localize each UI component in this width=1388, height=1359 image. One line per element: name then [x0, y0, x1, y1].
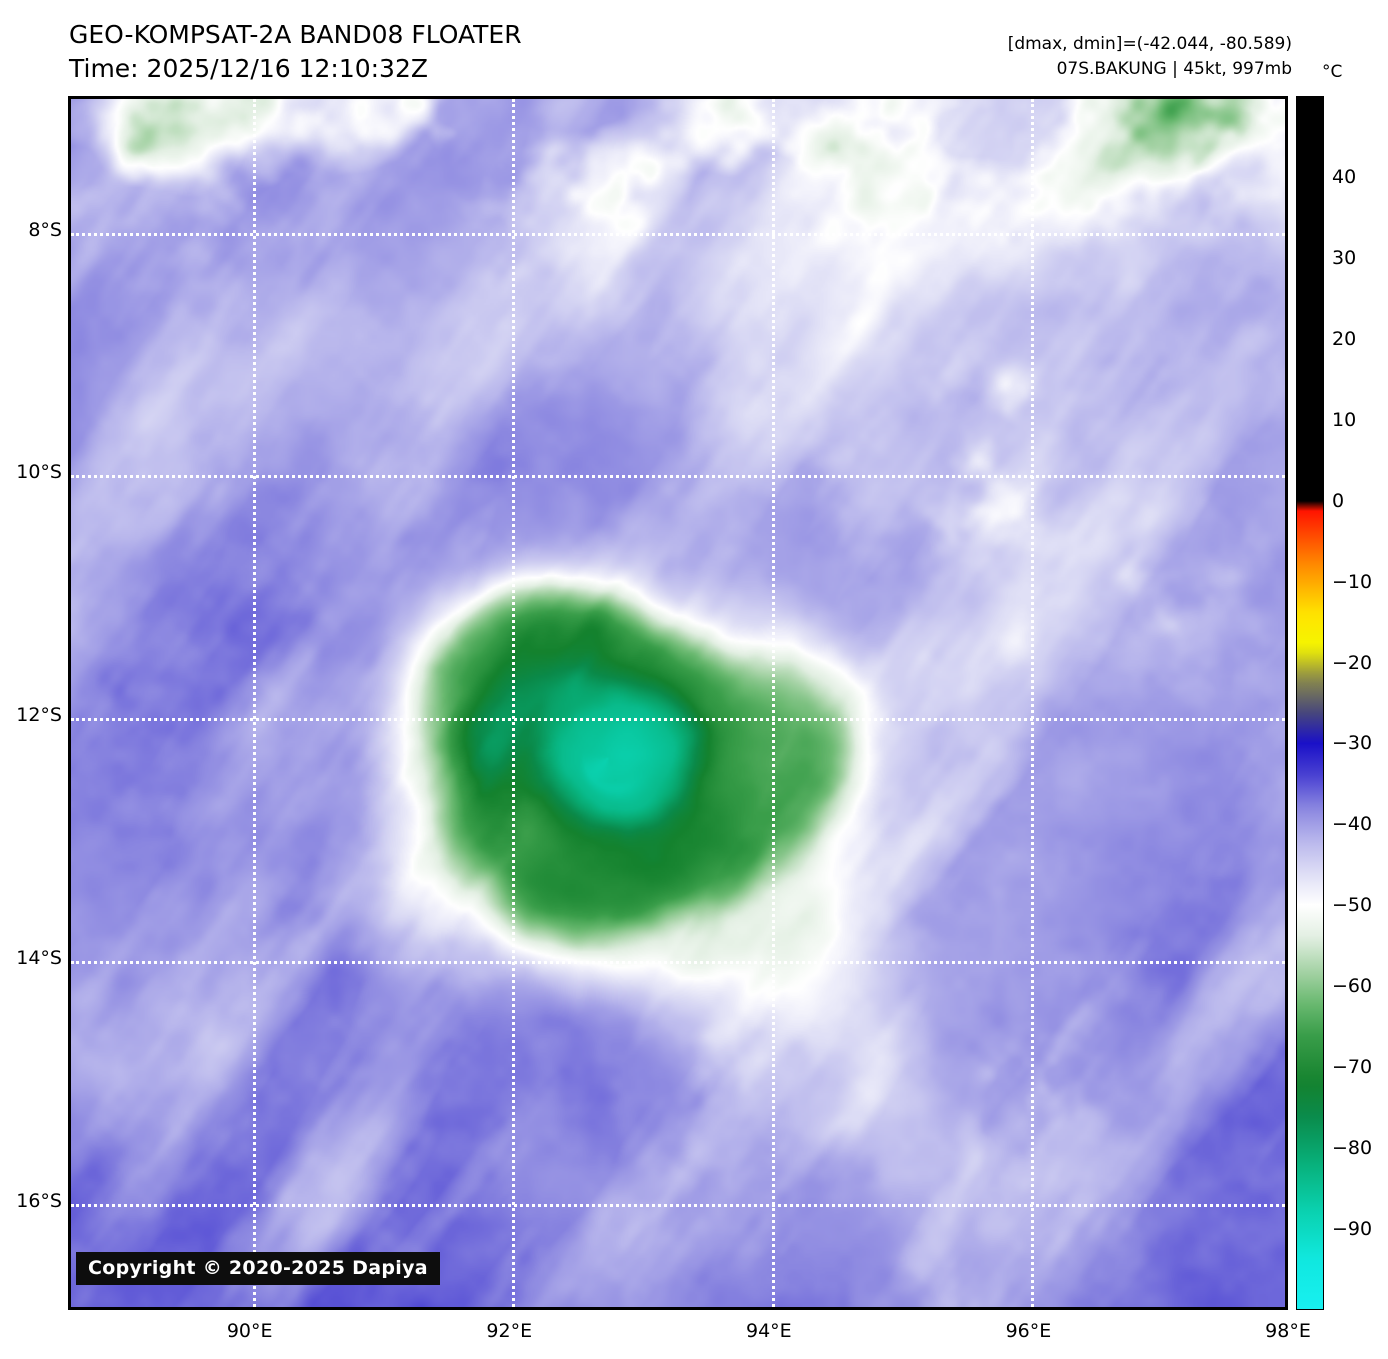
- title-line-1: GEO-KOMPSAT-2A BAND08 FLOATER: [69, 20, 522, 49]
- colorbar-unit-label: °C: [1322, 62, 1343, 82]
- colorbar-tick-label: −90: [1332, 1218, 1373, 1241]
- temperature-colorbar[interactable]: [1296, 96, 1324, 1310]
- latitude-tick-label: 16°S: [16, 1189, 62, 1212]
- colorbar-tick-label: −50: [1332, 894, 1373, 917]
- longitude-tick-label: 90°E: [226, 1320, 273, 1342]
- colorbar-tick-label: 30: [1332, 246, 1357, 269]
- storm-info-text: 07S.BAKUNG | 45kt, 997mb: [1056, 59, 1292, 79]
- colorbar-tick-label: −80: [1332, 1137, 1373, 1160]
- title-line-2: Time: 2025/12/16 12:10:32Z: [69, 54, 428, 83]
- colorbar-tick-label: −10: [1332, 570, 1373, 593]
- colorbar-tick-label: −40: [1332, 813, 1373, 836]
- colorbar-tick-label: −30: [1332, 732, 1373, 755]
- colorbar-tick-label: 0: [1332, 489, 1345, 512]
- latitude-tick-label: 14°S: [16, 946, 62, 969]
- colorbar-tick-label: −60: [1332, 975, 1373, 998]
- colorbar-tick-label: −20: [1332, 651, 1373, 674]
- longitude-tick-label: 94°E: [746, 1320, 792, 1342]
- latitude-tick-label: 10°S: [16, 461, 62, 484]
- longitude-tick-label: 92°E: [486, 1320, 533, 1342]
- colorbar-tick-label: 20: [1332, 327, 1357, 350]
- colorbar-tick-label: −70: [1332, 1056, 1373, 1079]
- longitude-tick-label: 98°E: [1265, 1320, 1311, 1342]
- metadata-block: [dmax, dmin]=(-42.044, -80.589) 07S.BAKUN…: [1008, 32, 1292, 82]
- satellite-imagery-canvas: [71, 99, 1285, 1307]
- satellite-image-plot[interactable]: Copyright © 2020-2025 Dapiya: [68, 96, 1288, 1310]
- copyright-watermark: Copyright © 2020-2025 Dapiya: [76, 1252, 440, 1285]
- colorbar-gradient: [1297, 97, 1323, 1309]
- longitude-tick-label: 96°E: [1005, 1320, 1052, 1342]
- colorbar-tick-label: 10: [1332, 408, 1357, 431]
- page-title: GEO-KOMPSAT-2A BAND08 FLOATER Time: 2025/…: [69, 18, 522, 86]
- latitude-tick-label: 12°S: [16, 704, 62, 727]
- dmax-dmin-text: [dmax, dmin]=(-42.044, -80.589): [1007, 34, 1292, 54]
- latitude-tick-label: 8°S: [28, 218, 62, 241]
- colorbar-tick-label: 40: [1332, 165, 1357, 188]
